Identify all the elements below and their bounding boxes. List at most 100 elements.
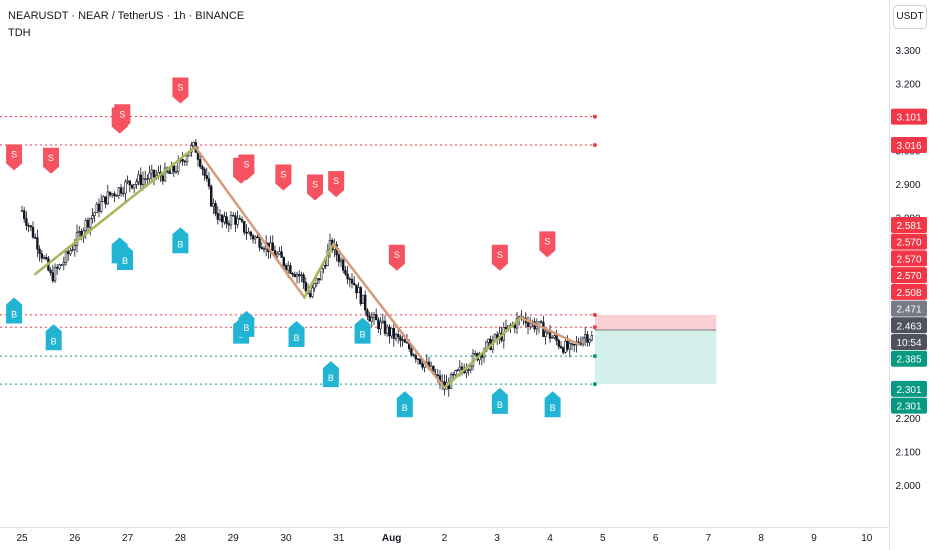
buy-signal-marker-shape (288, 320, 305, 347)
candle-body (300, 274, 303, 277)
candle-body (232, 215, 235, 217)
candle-body (458, 366, 461, 371)
trend-line-bear (332, 242, 446, 390)
candle-body (199, 159, 202, 167)
candle-body (557, 340, 561, 347)
candle-body (454, 370, 457, 376)
candle-body (152, 169, 156, 178)
candle-body (243, 221, 246, 233)
sell-signal-marker: S (491, 244, 508, 271)
candle-body (236, 218, 239, 225)
candle-body (379, 321, 382, 330)
candle-body (528, 323, 532, 327)
buy-signal-marker: B (396, 391, 413, 418)
candle-body (117, 187, 121, 196)
sell-signal-marker-shape (114, 104, 131, 131)
candle-body (304, 282, 307, 292)
candle-body (315, 278, 318, 285)
buy-signal-marker: B (116, 244, 133, 271)
candle-body (234, 215, 237, 225)
candle-body (124, 181, 127, 194)
sell-signal-marker: S (238, 154, 255, 181)
price-badge (891, 136, 927, 153)
buy-signal-marker-letter: B (11, 310, 17, 320)
trend-line-bear (519, 316, 581, 346)
candle-body (89, 218, 92, 228)
time-tick-label: 25 (16, 533, 28, 544)
candle-body (322, 265, 325, 269)
candle-body (51, 272, 55, 282)
candle-body (93, 212, 96, 216)
sell-signal-marker: S (43, 147, 60, 174)
price-badge-label: 3.101 (896, 113, 921, 124)
buy-signal-marker-letter: B (122, 256, 128, 266)
price-badge-label: 2.463 (896, 321, 921, 332)
candles (20, 139, 594, 397)
candle-body (218, 214, 222, 220)
time-tick-label: Aug (382, 533, 401, 544)
candle-body (216, 213, 219, 220)
time-tick-label: 27 (122, 533, 134, 544)
sell-signal-marker: S (275, 164, 292, 191)
buy-signal-marker-shape (238, 310, 255, 337)
candle-body (473, 353, 477, 355)
price-badge (891, 283, 927, 300)
level-dot (592, 312, 597, 317)
candle-body (383, 320, 387, 334)
buy-signal-marker-letter: B (243, 323, 249, 333)
sell-signal-marker-letter: S (497, 250, 503, 260)
price-badge (891, 380, 927, 397)
sell-signal-marker-letter: S (312, 180, 318, 190)
price-badge (891, 300, 927, 317)
candle-body (108, 191, 112, 196)
sell-signal-marker: S (307, 174, 324, 201)
candle-body (161, 175, 164, 182)
indicator-label[interactable]: TDH (8, 27, 31, 39)
buy-signal-marker: B (45, 324, 62, 351)
candle-body (566, 340, 569, 350)
candle-body (104, 196, 107, 205)
candle-body (192, 142, 195, 146)
buy-signal-marker-shape (116, 244, 133, 271)
sell-signal-marker-letter: S (243, 159, 249, 169)
sell-signal-marker-shape (275, 164, 292, 191)
buy-signal-marker-letter: B (328, 373, 334, 383)
currency-button[interactable]: USDT (893, 5, 927, 29)
candle-body (539, 321, 543, 323)
buy-signal-marker: B (322, 361, 339, 388)
candle-body (275, 253, 279, 257)
stop-loss-zone (594, 314, 717, 330)
price-badge-label: 2.581 (896, 221, 921, 232)
candle-body (414, 355, 417, 360)
candle-body (535, 326, 539, 330)
candle-body (205, 175, 208, 179)
candle-body (84, 219, 88, 232)
candle-body (212, 203, 215, 207)
candle-body (526, 322, 530, 327)
candle-body (460, 366, 464, 371)
sell-signal-marker: S (172, 77, 189, 104)
candle-body (590, 335, 594, 341)
candle-body (350, 279, 354, 284)
candle-body (227, 223, 230, 226)
price-badge-label: 2.570 (896, 271, 921, 282)
candle-body (363, 294, 367, 311)
candle-body (550, 337, 554, 339)
buy-signal-marker-shape (354, 317, 371, 344)
time-axis-divider (0, 527, 889, 528)
candle-body (174, 171, 178, 173)
symbol-title: NEARUSDT · NEAR / TetherUS · 1h · BINANC… (8, 10, 245, 22)
price-tick-label: 2.900 (895, 180, 920, 191)
candle-body (137, 174, 140, 183)
candle-body (370, 317, 373, 322)
buy-signal-marker: B (288, 320, 305, 347)
candle-body (456, 369, 459, 371)
buy-signal-marker-letter: B (360, 330, 366, 340)
candle-body (106, 191, 110, 205)
candle-body (221, 214, 224, 223)
level-dot (592, 382, 597, 387)
buy-signal-marker: B (6, 297, 23, 324)
candle-body (465, 369, 468, 374)
candle-body (403, 339, 406, 343)
